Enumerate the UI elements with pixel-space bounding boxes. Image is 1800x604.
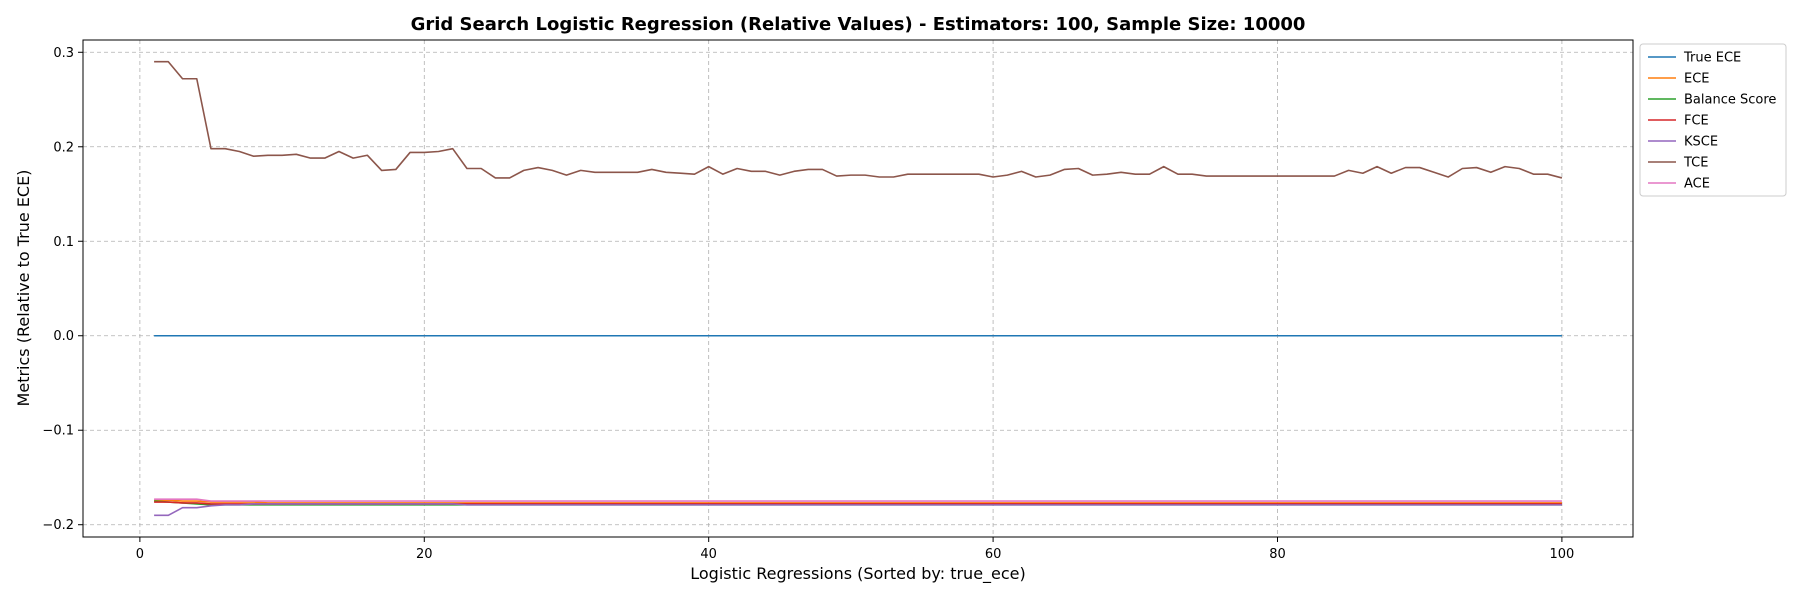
y-tick-label: 0.1 <box>53 235 74 250</box>
x-tick-label: 100 <box>1549 547 1574 562</box>
x-axis-label: Logistic Regressions (Sorted by: true_ec… <box>690 564 1026 584</box>
x-tick-label: 60 <box>985 547 1002 562</box>
legend: True ECE ECE Balance Score FCE KSCE TCE ACE <box>1639 43 1787 197</box>
legend-label-fce: FCE <box>1684 114 1709 129</box>
legend-label-balance-score: Balance Score <box>1684 93 1776 108</box>
series-line-ksce <box>154 503 1562 517</box>
chart-title: Grid Search Logistic Regression (Relativ… <box>411 14 1306 35</box>
legend-label-ksce: KSCE <box>1684 135 1718 150</box>
series-line-tce <box>154 60 1563 179</box>
x-tick-label: 40 <box>700 547 717 562</box>
series-line-ece <box>154 499 1562 504</box>
y-tick-label: −0.1 <box>42 424 74 439</box>
x-tick-label: 80 <box>1269 547 1286 562</box>
legend-label-ace: ACE <box>1684 177 1710 192</box>
plot-frame <box>82 39 1634 538</box>
y-axis-ticks: −0.2 −0.1 0.0 0.1 0.2 0.3 <box>42 46 83 533</box>
y-axis-label: Metrics (Relative to True ECE) <box>14 170 33 407</box>
x-axis-ticks: 0 20 40 60 80 100 <box>136 537 1574 562</box>
legend-label-ece: ECE <box>1684 72 1710 87</box>
series-layer <box>154 60 1563 517</box>
x-tick-label: 0 <box>136 547 144 562</box>
y-tick-label: 0.2 <box>53 140 74 155</box>
legend-label-true-ece: True ECE <box>1683 51 1741 66</box>
legend-label-tce: TCE <box>1683 156 1708 171</box>
series-line-ace <box>154 498 1562 502</box>
legend-frame <box>1639 43 1787 197</box>
y-tick-label: 0.3 <box>53 46 74 61</box>
y-tick-label: −0.2 <box>42 518 74 533</box>
y-tick-label: 0.0 <box>53 329 74 344</box>
x-tick-label: 20 <box>416 547 433 562</box>
